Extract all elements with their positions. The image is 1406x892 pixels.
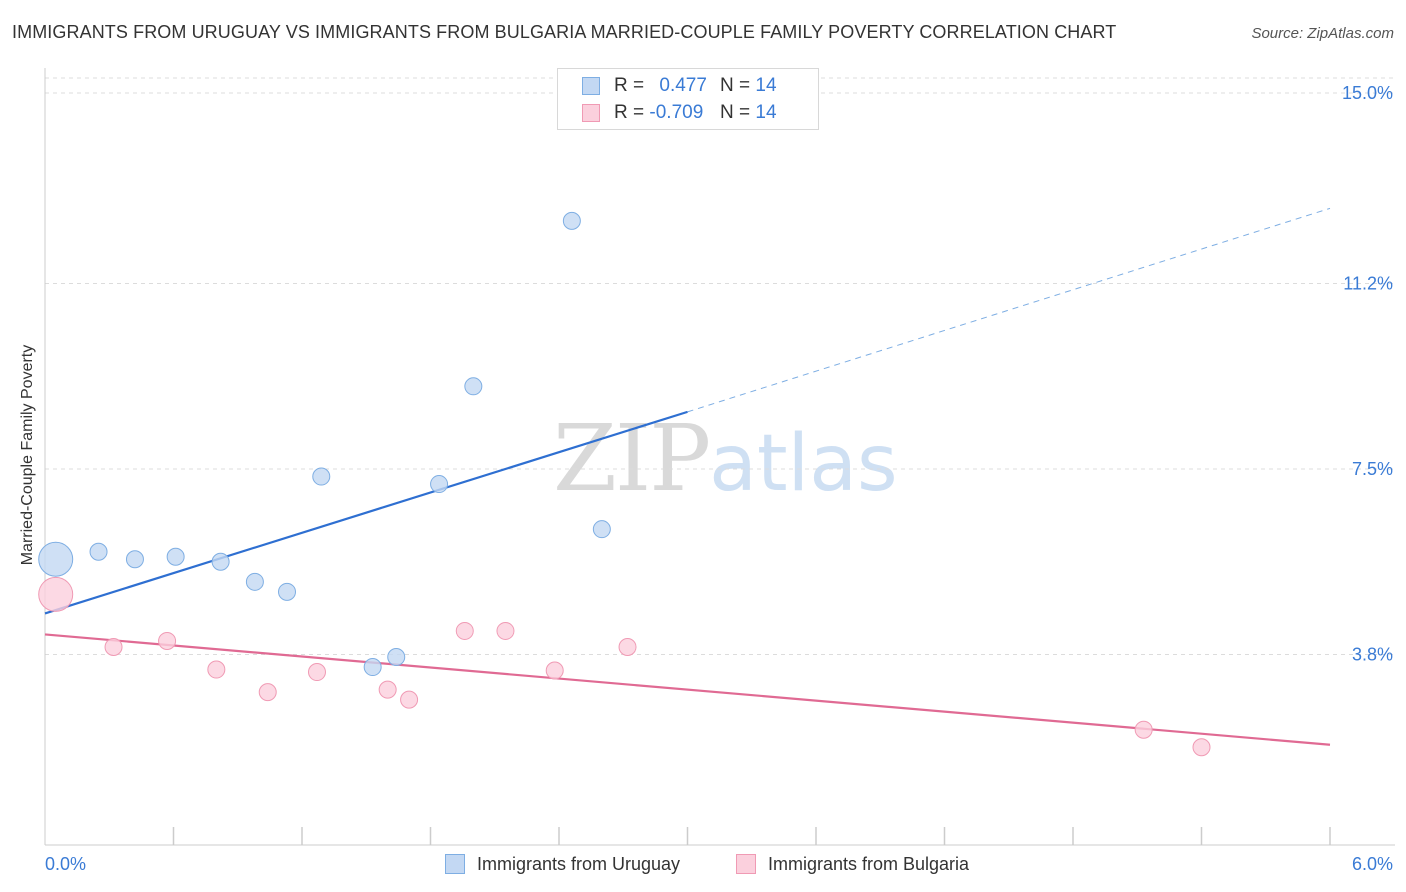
x-tick-label-1: 6.0% [1352, 854, 1393, 874]
data-point-uruguay-6 [278, 582, 297, 601]
watermark-zip: ZIP [553, 405, 711, 512]
x-tick-label-0: 0.0% [45, 854, 86, 874]
watermark-atlas: atlas [709, 419, 898, 509]
legend-n-label: N = [720, 102, 751, 123]
data-point-uruguay-8 [363, 658, 382, 677]
data-point-uruguay-11 [464, 377, 483, 396]
trend-layer [44, 207, 1331, 746]
correlation-legend: R = 0.477 N = 14 R = -0.709 N = 14 [557, 68, 819, 130]
data-point-uruguay-10 [430, 475, 449, 494]
data-point-uruguay-9 [387, 648, 406, 667]
source-credit: Source: ZipAtlas.com [1251, 25, 1394, 42]
data-point-uruguay-4 [211, 552, 230, 571]
data-point-bulgaria-7 [400, 690, 419, 709]
data-point-bulgaria-5 [307, 663, 326, 682]
trend-line-bulgaria [44, 633, 1331, 746]
data-point-uruguay-1 [89, 542, 108, 561]
data-point-uruguay-3 [166, 547, 185, 566]
trend-line-uruguay [44, 410, 688, 615]
bottom-legend-uruguay: Immigrants from Uruguay [445, 852, 680, 876]
data-point-uruguay-2 [125, 550, 144, 569]
bottom-legend-swatch-bulgaria [736, 854, 756, 874]
data-point-uruguay-7 [312, 467, 331, 486]
legend-swatch-bulgaria [582, 104, 600, 122]
y-axis-label: Married-Couple Family Poverty [19, 344, 36, 566]
bottom-legend-swatch-uruguay [445, 854, 465, 874]
trend-line-extension-uruguay [687, 207, 1331, 413]
axis-layer [44, 68, 1395, 846]
data-point-bulgaria-2 [158, 631, 177, 650]
y-tick-label-0: 3.8% [1352, 645, 1393, 665]
y-tick-label-1: 7.5% [1352, 459, 1393, 479]
y-tick-label-2: 11.2% [1343, 274, 1393, 294]
legend-swatch-uruguay [582, 77, 600, 95]
data-point-uruguay-5 [245, 572, 264, 591]
chart-title: IMMIGRANTS FROM URUGUAY VS IMMIGRANTS FR… [12, 22, 1117, 42]
data-point-bulgaria-11 [618, 637, 637, 656]
data-point-bulgaria-9 [496, 621, 515, 640]
points-layer [38, 211, 1211, 757]
data-point-bulgaria-0 [38, 576, 74, 612]
legend-r-value-bulgaria: -0.709 [649, 102, 704, 123]
data-point-uruguay-13 [592, 520, 611, 539]
legend-r-label: R = [614, 75, 645, 96]
legend-row-bulgaria: R = -0.709 N = 14 [582, 101, 777, 125]
bottom-legend-bulgaria: Immigrants from Bulgaria [736, 852, 969, 876]
grid-layer [45, 77, 1395, 656]
legend-n-value-uruguay: 14 [755, 75, 777, 96]
data-point-bulgaria-4 [258, 683, 277, 702]
legend-row-uruguay: R = 0.477 N = 14 [582, 74, 777, 98]
data-point-bulgaria-10 [545, 661, 564, 680]
data-point-bulgaria-3 [207, 660, 226, 679]
watermark: ZIPatlas [553, 405, 898, 512]
data-point-uruguay-12 [562, 211, 581, 230]
y-tick-label-3: 15.0% [1342, 83, 1393, 103]
bottom-legend-label-uruguay: Immigrants from Uruguay [477, 853, 681, 874]
legend-r-label: R = [614, 102, 645, 123]
data-point-bulgaria-13 [1192, 738, 1211, 757]
data-point-bulgaria-6 [378, 680, 397, 699]
bottom-legend-label-bulgaria: Immigrants from Bulgaria [768, 853, 970, 874]
legend-n-value-bulgaria: 14 [755, 102, 777, 123]
data-point-uruguay-0 [38, 541, 74, 577]
data-point-bulgaria-1 [104, 637, 123, 656]
tick-label-layer: 3.8% 7.5% 11.2% 15.0% 0.0% 6.0% [45, 83, 1393, 874]
legend-r-value-uruguay: 0.477 [659, 75, 707, 96]
legend-n-label: N = [720, 75, 751, 96]
data-point-bulgaria-8 [455, 621, 474, 640]
data-point-bulgaria-12 [1134, 720, 1153, 739]
